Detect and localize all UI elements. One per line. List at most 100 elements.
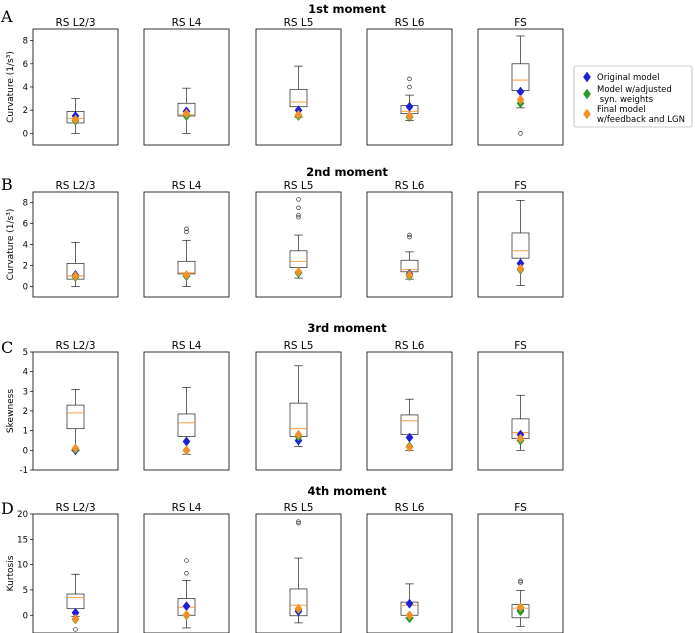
y-tick-label: 2 [23,106,28,116]
legend: Original model Model w/adjusted syn. weig… [573,65,693,128]
row-letter: A [0,7,13,26]
row-letter: B [1,175,13,194]
final-model-point [294,266,303,277]
y-tick-label: 8 [23,37,28,47]
y-tick-label: 3 [23,387,28,397]
original-model-point [182,601,191,612]
final-model-point [182,269,191,280]
panel-rs-l5: RS L5 [255,17,342,146]
y-axis-label: Skewness [6,389,16,433]
y-axis-label: Curvature (1/s³) [6,209,16,281]
outlier-point [184,558,189,563]
final-model-point [182,609,191,620]
final-model-point [405,610,414,621]
y-tick-label: -1 [20,466,28,476]
panel-label: RS L5 [284,502,314,514]
panel-frame [255,513,342,633]
panel-rs-l2-3: RS L2/3 0 2 4 6 8 [23,180,119,298]
row-C: 3rd moment C Skewness RS L2/3 -1 0 1 2 3 4 5 RS L4 R… [1,321,564,476]
panel-label: RS L6 [395,17,425,29]
final-model-point [294,429,303,440]
legend-label-line: Original model [597,73,659,83]
outlier-point [184,570,189,576]
y-tick-label: 8 [23,199,28,209]
panel-frame [255,351,342,471]
row-title: 4th moment [307,484,387,498]
final-model-point [71,443,80,454]
panel-label: FS [514,340,527,352]
final-model-point [405,269,414,280]
y-tick-label: 4 [23,241,28,251]
final-model-point [405,110,414,122]
final-model-point [516,602,525,613]
y-axis-label: Kurtosis [6,555,16,591]
panel-label: RS L2/3 [55,340,95,352]
legend-label: Model w/adjusted syn. weights [597,85,672,105]
panel-frame [366,351,453,471]
y-tick-label: 2 [23,407,28,417]
legend-label-line: syn. weights [597,95,654,105]
panel-label: RS L5 [284,340,314,352]
panel-rs-l6: RS L6 [366,502,453,633]
y-tick-label: 1 [23,427,28,437]
box-iqr [66,404,85,430]
panel-frame [143,513,230,633]
panel-fs: FS [477,340,564,471]
panel-label: FS [514,180,527,192]
panel-rs-l2-3: RS L2/3 0 5 10 15 20 [17,502,119,633]
legend-original-model: Original model [583,71,659,83]
legend-label: Final model w/feedback and LGN [597,105,685,125]
legend-final-model-marker [583,108,591,120]
outlier-point [184,226,189,232]
box-iqr [289,88,308,108]
panel-frame [143,351,230,471]
outlier-point [407,84,412,90]
panel-frame [255,191,342,298]
box-iqr [511,63,530,91]
panel-label: RS L2/3 [55,502,95,514]
legend-label-line: Final model [597,105,646,115]
row-title: 1st moment [308,2,386,16]
box-iqr [400,414,419,435]
panel-rs-l6: RS L6 [366,340,453,471]
y-tick-label: 0 [23,611,28,621]
y-tick-label: 4 [23,83,28,93]
panel-rs-l5: RS L5 [255,502,342,633]
outlier-point [296,212,301,218]
panel-frame [477,28,564,146]
panel-label: RS L6 [395,502,425,514]
final-model-point [405,442,414,453]
final-model-point [516,263,525,274]
final-model-point [71,114,80,125]
panel-rs-l5: RS L5 [255,180,342,298]
panel-frame [477,351,564,471]
panel-frame [143,191,230,298]
y-tick-label: 15 [17,535,28,545]
final-model-point [71,613,80,624]
panel-rs-l4: RS L4 [143,180,230,298]
panel-label: RS L5 [284,180,314,192]
outlier-point [407,234,412,240]
row-title: 3rd moment [307,321,387,335]
y-tick-label: 4 [23,368,28,378]
outlier-point [407,76,412,82]
panel-label: RS L6 [395,180,425,192]
outlier-point [518,131,523,136]
panel-label: RS L5 [284,17,314,29]
panel-frame [477,513,564,633]
row-title: 2nd moment [306,165,388,179]
panel-rs-l2-3: RS L2/3 -1 0 1 2 3 4 5 [20,340,119,476]
panel-label: RS L4 [172,502,202,514]
outlier-point [296,214,301,220]
panel-rs-l4: RS L4 [143,17,230,146]
outlier-point [518,580,523,585]
outlier-point [296,519,301,524]
panel-frame [477,191,564,298]
legend-adjusted-model: Model w/adjusted syn. weights [583,85,672,105]
legend-adjusted-model-marker [583,88,591,100]
panel-label: FS [514,502,527,514]
original-model-point [182,436,191,447]
panel-label: RS L6 [395,340,425,352]
